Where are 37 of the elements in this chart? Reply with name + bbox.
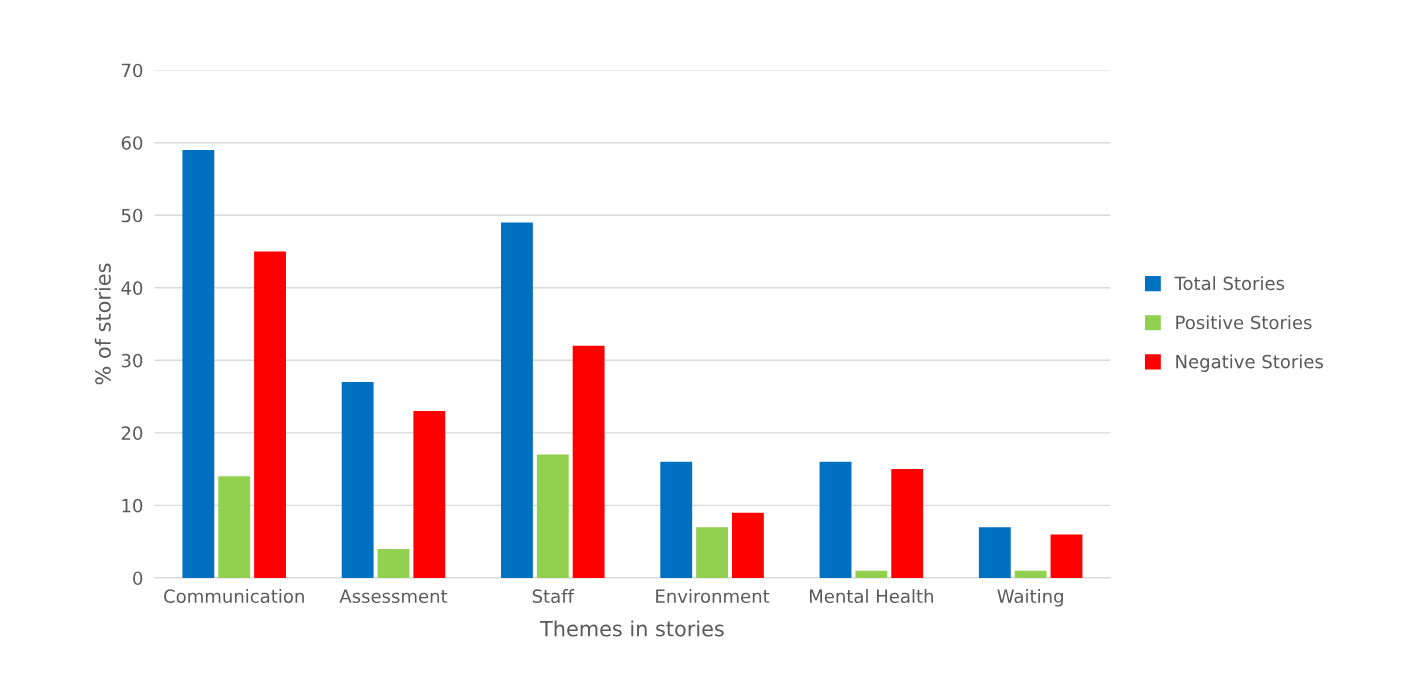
bar: [413, 411, 446, 578]
x-tick-label: Environment: [656, 589, 770, 604]
bar: [1050, 534, 1083, 578]
bar: [341, 382, 374, 578]
bar: [536, 454, 569, 578]
bar: [1014, 570, 1047, 578]
y-tick-label: 30: [121, 353, 143, 368]
bar: [978, 527, 1011, 578]
x-tick-label: Waiting: [997, 589, 1063, 607]
legend-label: Positive Stories: [1176, 315, 1312, 330]
legend-label: Total Stories: [1174, 276, 1285, 291]
bar: [218, 476, 251, 578]
y-tick-label: 0: [133, 571, 143, 586]
bar: [855, 570, 888, 578]
bar: [501, 222, 533, 578]
bar: [182, 149, 215, 578]
x-tick-label: Staff: [532, 589, 575, 604]
y-tick-label: 20: [121, 426, 143, 440]
y-axis-title: % of stories: [94, 263, 111, 385]
y-tick-label: 70: [121, 63, 143, 78]
bar: [254, 251, 286, 578]
x-axis-title: Themes in stories: [540, 620, 724, 637]
bar: [819, 461, 852, 578]
bar: [660, 461, 693, 578]
bar: [731, 512, 764, 578]
legend-label: Negative Stories: [1176, 354, 1323, 372]
bar: [377, 548, 410, 578]
y-tick-label: 60: [121, 136, 143, 150]
y-tick-label: 10: [122, 498, 143, 513]
x-tick-label: Mental Health: [809, 589, 933, 604]
y-tick-label: 50: [121, 208, 143, 223]
y-tick-label: 40: [121, 281, 143, 295]
bar: [572, 345, 605, 578]
x-tick-label: Assessment: [339, 589, 448, 604]
bar: [891, 469, 924, 578]
bar: [696, 527, 728, 578]
x-tick-label: Communication: [164, 589, 304, 604]
